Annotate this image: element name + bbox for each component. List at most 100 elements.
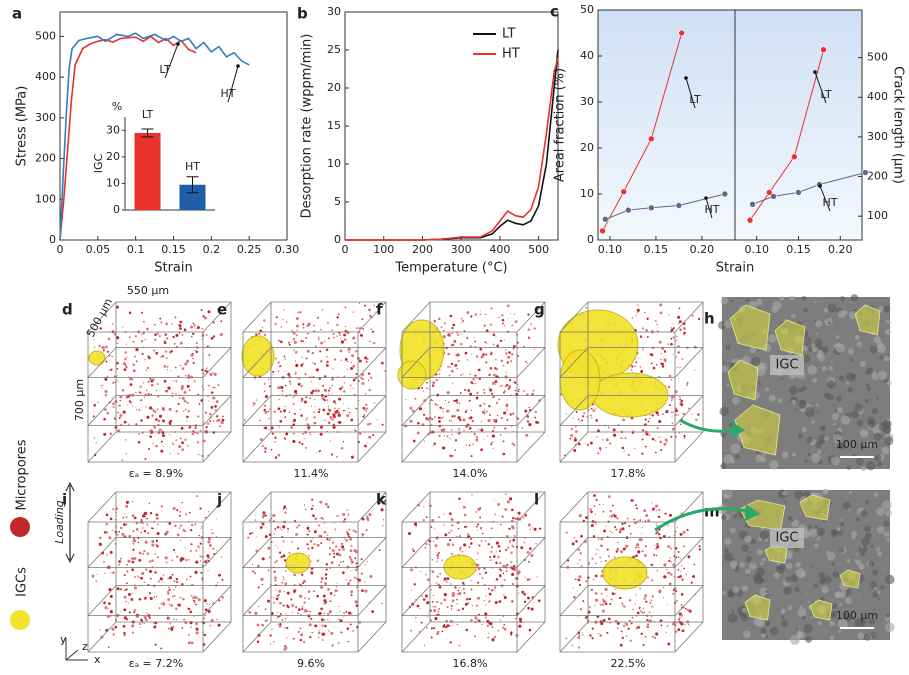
micropore (293, 340, 295, 342)
sem-texture (863, 431, 868, 436)
micropore (641, 438, 644, 441)
micropore (630, 369, 633, 371)
micropore (658, 589, 662, 593)
micropore (207, 540, 211, 544)
micropore (679, 616, 681, 619)
micropore (305, 396, 308, 399)
sem-texture (883, 355, 891, 362)
micropore (221, 418, 225, 422)
micropore (537, 599, 541, 603)
micropore (485, 314, 487, 316)
micropore (257, 586, 260, 589)
sem-texture (732, 512, 738, 518)
micropore (140, 576, 143, 580)
sem-texture (782, 490, 788, 496)
micropore (444, 399, 446, 402)
micropore (116, 587, 120, 591)
micropore (343, 616, 345, 618)
micropore (155, 543, 158, 546)
micropore (105, 522, 108, 526)
micropore (160, 356, 163, 358)
micropore (364, 589, 368, 593)
micropore (617, 541, 619, 544)
data-point (675, 202, 683, 209)
sem-texture (768, 334, 777, 343)
micropore (338, 554, 340, 557)
micropore (581, 419, 584, 422)
micropore (651, 510, 653, 512)
x-tick-label: 200 (412, 243, 433, 256)
micropore (373, 304, 375, 307)
micropore (342, 440, 345, 443)
sem-texture (719, 406, 729, 417)
micropore (355, 373, 358, 375)
micropore (646, 336, 649, 338)
micropore (175, 439, 178, 442)
sem-texture (731, 460, 735, 464)
micropore (121, 532, 125, 536)
micropore (654, 451, 657, 454)
micropore (496, 344, 499, 348)
micropore (605, 438, 609, 442)
micropore (264, 426, 268, 430)
micropore (139, 385, 142, 388)
micropore (443, 593, 447, 597)
micropore (681, 505, 683, 507)
plot-frame (734, 9, 863, 241)
micropore (127, 394, 129, 396)
micropore (171, 559, 174, 562)
sem-texture (818, 354, 825, 362)
micropore (679, 571, 681, 573)
micropore (655, 554, 658, 557)
y-tick-label: 40 (580, 49, 594, 62)
igc-facet (799, 494, 831, 521)
micropore (119, 557, 122, 560)
micropore (340, 446, 344, 450)
micropore (486, 342, 488, 344)
sem-texture (837, 529, 844, 536)
y-axis-label: Crack length (μm) (891, 66, 906, 184)
micropore (326, 364, 329, 367)
micropore (162, 445, 165, 447)
micropore (148, 616, 151, 619)
micropore (413, 583, 416, 586)
series-line (749, 49, 825, 221)
micropore (364, 393, 367, 395)
sem-texture (870, 631, 878, 639)
micropore (109, 354, 111, 357)
micropore (369, 422, 372, 425)
data-point (791, 153, 798, 161)
micropore (175, 577, 178, 581)
micropore (344, 518, 347, 521)
micropore (206, 603, 208, 605)
micropore (474, 340, 477, 343)
micropore (189, 610, 193, 614)
micropore (622, 547, 626, 551)
micropore (623, 605, 626, 608)
micropore (440, 429, 443, 431)
sem-texture (831, 611, 838, 618)
panel-label: e (217, 301, 227, 319)
micropore (204, 560, 207, 564)
micropore (216, 518, 218, 520)
micropore (364, 356, 368, 360)
micropore (606, 548, 609, 551)
micropore (289, 380, 291, 383)
annotation-arrow (227, 65, 239, 103)
sem-texture (823, 307, 829, 313)
micropore (503, 623, 506, 626)
sem-texture (807, 452, 811, 456)
micropore (591, 557, 594, 560)
micropore (123, 523, 126, 526)
micropore (457, 589, 460, 592)
micropore (292, 396, 295, 398)
sem-texture (786, 562, 793, 570)
sem-texture (720, 463, 727, 470)
sem-texture (877, 598, 880, 601)
sem-texture (882, 500, 892, 510)
micropore (183, 410, 185, 413)
micropore (460, 343, 463, 345)
micropore (258, 332, 261, 336)
micropore (502, 452, 506, 456)
micropore (311, 631, 313, 634)
